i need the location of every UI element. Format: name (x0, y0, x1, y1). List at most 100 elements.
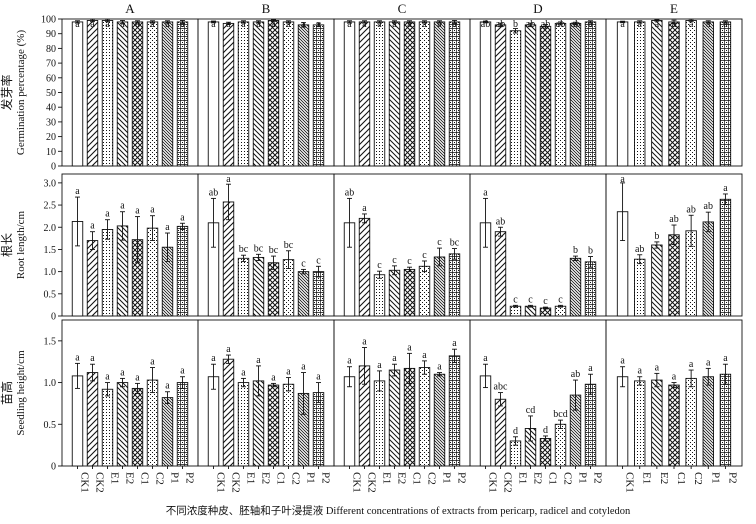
bar-E1 (634, 21, 646, 167)
significance-letter: a (135, 206, 140, 217)
bar-P2 (584, 383, 597, 467)
bar-C1 (403, 268, 416, 317)
significance-letter: a (723, 183, 728, 194)
significance-letter: a (407, 342, 412, 353)
bar-C1 (131, 21, 144, 167)
significance-letter: a (271, 372, 276, 383)
y-axis-title-cn: 根长 (0, 233, 14, 257)
significance-letter: a (135, 372, 140, 383)
x-tick-label: E1 (517, 472, 529, 484)
significance-letter: a (347, 356, 352, 367)
significance-letter: a (180, 366, 185, 377)
x-tick-label: P1 (709, 472, 721, 484)
bar-C2 (685, 20, 697, 167)
significance-letter: a (377, 360, 382, 371)
bar-E2 (524, 305, 537, 317)
bar-E2 (116, 21, 129, 167)
bar-E1 (634, 380, 646, 467)
significance-letter: a (241, 367, 246, 378)
significance-letter: a (226, 19, 231, 30)
significance-letter: a (120, 19, 125, 30)
significance-letter: a (316, 19, 321, 30)
y-tick-label: 0.5 (44, 289, 57, 300)
bar-P1 (569, 257, 582, 317)
y-axis-title-en: Root length/cm (15, 210, 27, 279)
bar-P2 (312, 392, 325, 467)
bar-C2 (554, 305, 567, 317)
bar-CK2 (86, 240, 99, 317)
bar-E1 (509, 305, 522, 317)
significance-letter: b (654, 231, 659, 242)
significance-letter: a (620, 174, 625, 185)
y-tick-label: 90 (46, 29, 56, 40)
significance-letter: a (75, 352, 80, 363)
bar-P1 (433, 21, 446, 167)
bar-P2 (584, 21, 597, 167)
y-tick-label: 3.0 (44, 178, 57, 189)
bar-P1 (433, 373, 446, 467)
significance-letter: a (286, 19, 291, 30)
significance-letter: c (392, 255, 397, 266)
significance-letter: a (392, 353, 397, 364)
x-tick-label: P2 (184, 472, 196, 484)
x-tick-label: C1 (547, 472, 559, 485)
significance-letter: a (483, 353, 488, 364)
significance-letter: bc (450, 238, 460, 249)
significance-letter: bcd (553, 409, 567, 420)
significance-letter: b (573, 245, 578, 256)
y-axis-title-root: 根长 Root length/cm (0, 210, 27, 279)
bar-P2 (448, 253, 461, 317)
x-tick-label: CK1 (79, 472, 91, 493)
x-tick-label: C1 (275, 472, 287, 485)
significance-letter: a (165, 381, 170, 392)
y-tick-label: 1.0 (44, 378, 57, 389)
column-title-C: C (398, 1, 407, 16)
significance-letter: a (120, 201, 125, 212)
significance-letter: a (271, 19, 276, 30)
bar-P1 (161, 397, 174, 467)
significance-letter: b (588, 246, 593, 257)
bar-CK2 (358, 21, 371, 167)
significance-letter: bc (284, 240, 294, 251)
bar-P1 (161, 21, 174, 167)
x-tick-label: P2 (456, 472, 468, 484)
bar-CK1 (343, 376, 356, 467)
bar-E2 (252, 256, 265, 317)
bar-CK2 (222, 358, 235, 467)
significance-letter: a (392, 19, 397, 30)
x-tick-label: E2 (260, 472, 272, 484)
bar-C2 (418, 21, 431, 167)
column-title-B: B (262, 1, 271, 16)
significance-letter: a (437, 362, 442, 373)
x-tick-label: C1 (411, 472, 423, 485)
bar-C1 (267, 262, 280, 317)
panel-seedling-B: a CK1 a CK2 a E1 a E2 a C1 a C2 a P1 a P2 (197, 319, 335, 493)
significance-letter: ab (481, 19, 490, 30)
x-tick-label: CK1 (487, 472, 499, 493)
x-tick-label: E1 (641, 472, 653, 484)
bar-E1 (101, 388, 114, 467)
bar-C1 (668, 384, 680, 467)
significance-letter: a (452, 338, 457, 349)
significance-letter: ab (571, 19, 580, 30)
bar-E1 (237, 257, 250, 317)
significance-letter: a (75, 19, 80, 30)
x-tick-label: CK1 (215, 472, 227, 493)
significance-letter: ab (526, 19, 535, 30)
bar-E1 (509, 30, 522, 167)
bar-CK2 (494, 231, 507, 317)
bar-P2 (448, 355, 461, 467)
bar-P2 (176, 21, 189, 167)
x-tick-label: P2 (320, 472, 332, 484)
significance-letter: a (120, 367, 125, 378)
bar-P2 (312, 24, 325, 167)
significance-letter: a (150, 19, 155, 30)
x-tick-label: C2 (154, 472, 166, 485)
y-tick-label: 1.0 (44, 267, 57, 278)
x-tick-label: C1 (139, 472, 151, 485)
bar-P1 (702, 376, 714, 467)
bar-E1 (237, 382, 250, 467)
bar-C1 (668, 21, 680, 167)
